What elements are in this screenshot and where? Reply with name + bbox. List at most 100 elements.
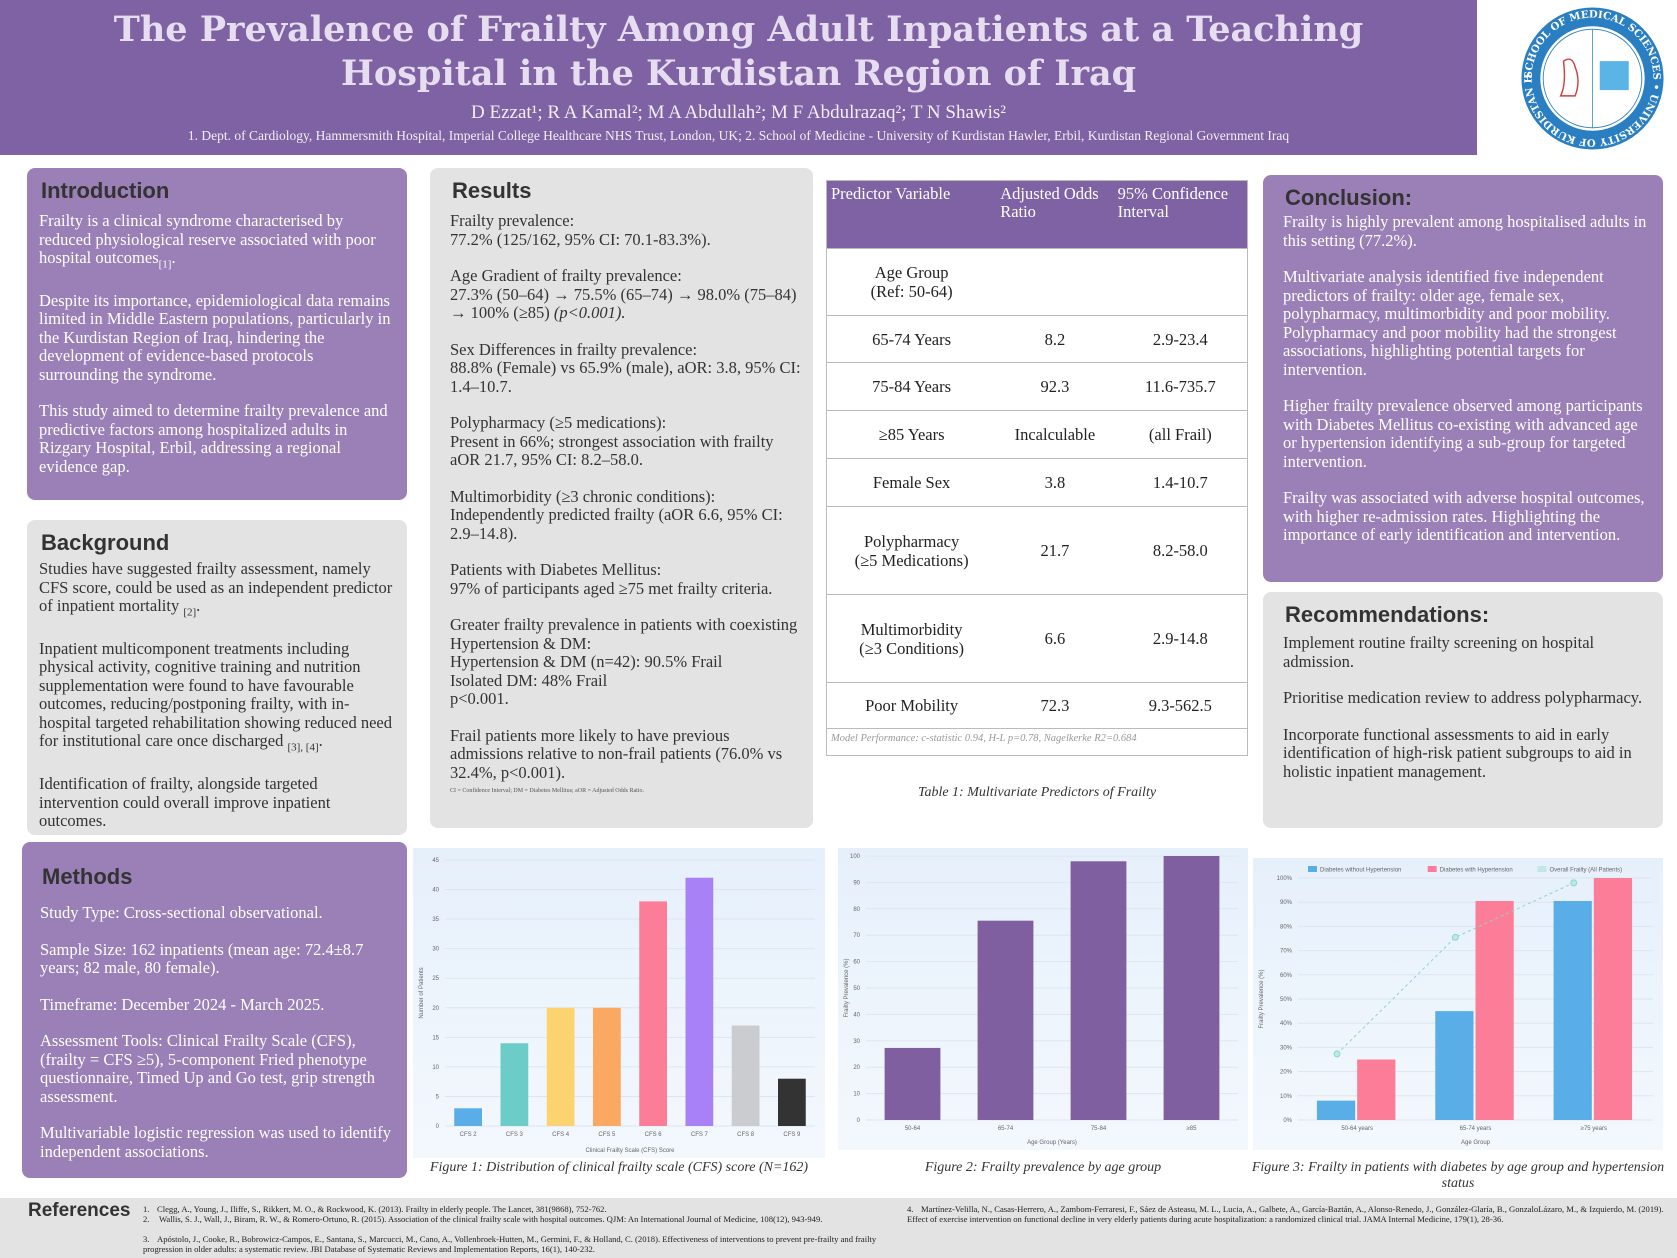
conclusion-item: Frailty was associated with adverse hosp… (1283, 488, 1645, 544)
result-body: 77.2% (125/162, 95% CI: 70.1-83.3%). (450, 229, 711, 249)
x-axis-label: Age Group (Years) (1027, 1140, 1077, 1146)
reference-1: 1. Clegg, A., Young, J., Iliffe, S., Rikk… (143, 1204, 607, 1214)
y-tick-label: 20 (432, 1006, 439, 1012)
table-cell: 1.4-10.7 (1152, 473, 1208, 492)
figure-2-caption: Figure 2: Frailty prevalence by age grou… (924, 1160, 1162, 1175)
x-tick-label: 65-74 (998, 1126, 1014, 1132)
table-note: Model Performance: c-statistic 0.94, H-L… (831, 733, 1137, 744)
table-cell: 75-84 Years (872, 377, 952, 396)
x-axis-label: Clinical Frailty Scale (CFS) Score (585, 1148, 675, 1154)
result-significance: (p<0.001). (553, 303, 626, 322)
paragraph: Despite its importance, epidemiological … (39, 290, 391, 384)
table-row: Polypharmacy (≥5 Medications) 21.7 8.2-58.… (827, 507, 1247, 595)
y-tick-label: 40 (853, 1012, 860, 1018)
section-heading: Methods (42, 864, 133, 889)
y-tick-label: 0% (1283, 1118, 1292, 1124)
legend-label: Diabetes without Hypertension (1320, 868, 1401, 874)
y-tick-label: 0 (436, 1124, 440, 1130)
reference-2: 2. Wallis, S. J., Wall, J., Biram, R. W.… (143, 1214, 823, 1224)
bar (546, 1007, 575, 1126)
methods-item: Study Type: Cross-sectional observationa… (40, 903, 323, 922)
x-tick-label: ≥85 (1187, 1126, 1198, 1132)
result-item: Age Gradient of frailty prevalence: 27.3… (450, 266, 801, 323)
figure-3-caption: Figure 3: Frailty in patients with diabe… (1251, 1160, 1665, 1191)
y-tick-label: 0 (857, 1118, 861, 1124)
bar (778, 1078, 806, 1126)
table-cell: 2.9-23.4 (1152, 329, 1208, 349)
conclusion-item: Multivariate analysis identified five in… (1283, 267, 1617, 379)
authors: D Ezzat¹; R A Kamal²; M A Abdullah²; M F… (471, 102, 1006, 123)
y-tick-label: 100% (1277, 876, 1293, 882)
recommendation-item: Implement routine frailty screening on h… (1283, 633, 1595, 671)
line-point (1570, 879, 1578, 887)
result-body: Present in 66%; strongest association wi… (450, 431, 774, 469)
x-tick-label: ≥75 years (1581, 1126, 1607, 1132)
bar (1553, 900, 1592, 1120)
legend-swatch (1427, 866, 1437, 872)
column-header: Predictor Variable (831, 184, 951, 203)
bar (977, 920, 1034, 1120)
result-item: Multimorbidity (≥3 chronic conditions): … (450, 486, 801, 544)
bar (1435, 1011, 1474, 1120)
y-tick-label: 30% (1280, 1045, 1293, 1051)
table-cell: Female Sex (872, 473, 951, 492)
y-tick-label: 35 (432, 917, 439, 923)
result-title: Multimorbidity (≥3 chronic conditions): (450, 486, 716, 506)
table-header-row: Predictor Variable Adjusted Odds Ratio 95%… (827, 181, 1247, 249)
y-tick-label: 50% (1280, 997, 1293, 1003)
table-cell: 65-74 Years (872, 329, 952, 349)
conclusion-item: Frailty is highly prevalent among hospit… (1283, 212, 1647, 250)
result-title: Sex Differences in frailty prevalence: (450, 339, 698, 359)
result-body: 88.8% (Female) vs 65.9% (male), aOR: 3.8… (450, 358, 801, 396)
methods-section: Methods Study Type: Cross-sectional obse… (22, 842, 407, 1178)
bar (685, 877, 714, 1126)
bar (454, 1108, 482, 1126)
y-tick-label: 45 (432, 858, 439, 864)
x-tick-label: 50-64 years (1341, 1126, 1373, 1132)
result-item: Frailty prevalence: 77.2% (125/162, 95% … (450, 211, 801, 249)
y-axis-label: Frailty Prevalence (%) (844, 958, 850, 1017)
result-title: Greater frailty prevalence in patients w… (450, 615, 798, 653)
table-row: ≥85 Years Incalculable (all Frail) (827, 411, 1247, 459)
table-row: Female Sex 3.8 1.4-10.7 (827, 459, 1247, 507)
affiliations: 1. Dept. of Cardiology, Hammersmith Hosp… (187, 128, 1290, 143)
y-tick-label: 70% (1280, 949, 1293, 955)
paragraph: Frailty is a clinical syndrome character… (39, 211, 376, 271)
line-point (1333, 1050, 1341, 1058)
table-cell: 92.3 (1040, 377, 1070, 396)
y-tick-label: 60 (853, 960, 860, 966)
x-tick-label: CFS 2 (460, 1132, 478, 1138)
figure-2-age-prevalence: 0 10 20 30 40 50 60 70 80 90 100 50-64 65-74 75-84 ≥85… (838, 848, 1248, 1150)
table-cell: Poor Mobility (865, 696, 959, 715)
result-body: Independently predicted frailty (aOR 6.6… (450, 505, 783, 543)
y-tick-label: 10 (432, 1065, 439, 1071)
y-axis-label: Frailty Prevalence (%) (1259, 969, 1265, 1028)
x-tick-label: CFS 8 (737, 1132, 755, 1138)
table-caption: Table 1: Multivariate Predictors of Frai… (917, 785, 1157, 800)
x-tick-label: 75-84 (1091, 1126, 1107, 1132)
recommendation-item: Prioritise medication review to address … (1283, 688, 1643, 707)
bar (1163, 856, 1220, 1120)
methods-item: Sample Size: 162 inpatients (mean age: 7… (40, 939, 364, 977)
section-heading: Conclusion: (1285, 185, 1413, 210)
bar (500, 1043, 529, 1126)
y-tick-label: 10 (853, 1092, 860, 1098)
table-row: Poor Mobility 72.3 9.3-562.5 (827, 683, 1247, 729)
x-axis-label: Age Group (1461, 1140, 1491, 1146)
y-axis-label: Number of Patients (419, 967, 425, 1018)
table-cell: 8.2 (1044, 329, 1066, 349)
figure-1-cfs-distribution: 0 5 10 15 20 25 30 35 40 45 CFS 2 CFS 3 CFS 4 CFS 5 CF… (413, 848, 825, 1158)
legend-label: Overall Frailty (All Patients) (1550, 868, 1623, 874)
university-logo: SCHOOL OF MEDICAL SCIENCES • UNIVERSITY … (1520, 6, 1664, 150)
table-cell: 72.3 (1040, 696, 1070, 715)
bar (1070, 861, 1127, 1120)
x-tick-label: 50-64 (905, 1126, 921, 1132)
y-tick-label: 40% (1280, 1021, 1293, 1027)
conclusion-section: Conclusion: Frailty is highly prevalent … (1263, 175, 1663, 582)
results-footnote: CI = Confidence Interval; DM = Diabetes … (450, 788, 644, 794)
column-header: 95% Confidence Interval (1117, 184, 1229, 221)
reference-4: 4. Martínez-Velilla, N., Casas-Herrero, A… (907, 1204, 1664, 1224)
bar (884, 1047, 941, 1120)
table-row: Multimorbidity (≥3 Conditions) 6.6 2.9-14.… (827, 595, 1247, 683)
paragraph: Inpatient multicomponent treatments incl… (39, 638, 392, 754)
